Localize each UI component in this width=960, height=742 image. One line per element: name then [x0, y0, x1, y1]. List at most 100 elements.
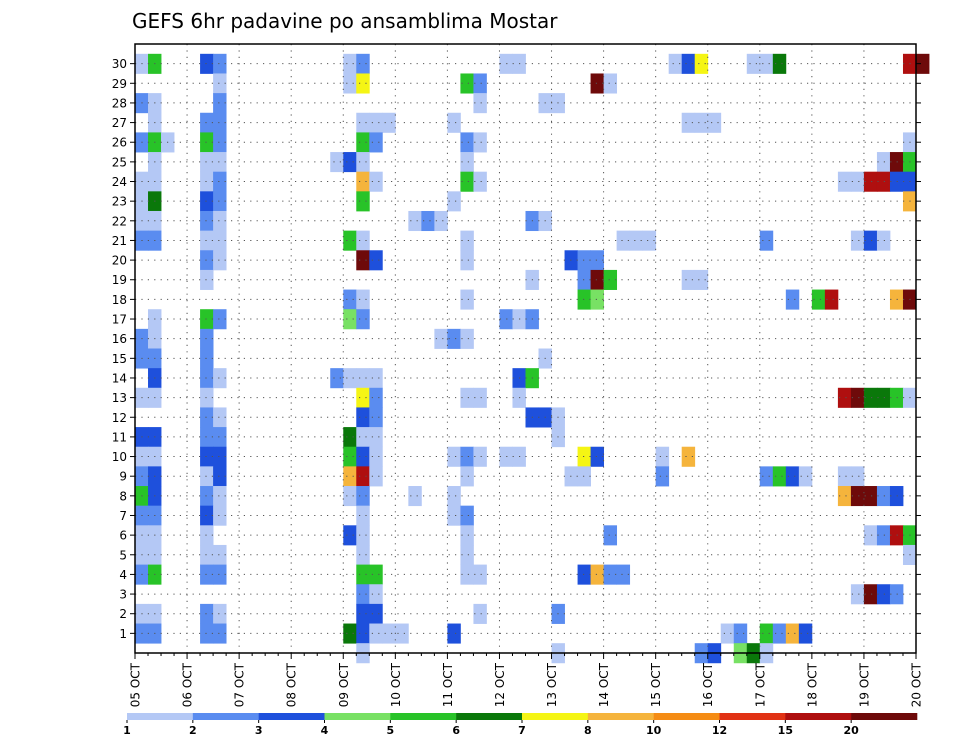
legend-label: 10 — [646, 724, 662, 737]
heatmap-cell — [356, 171, 370, 192]
legend-label: 7 — [518, 724, 526, 737]
legend-swatch — [192, 713, 259, 720]
y-tick-label: 24 — [112, 175, 127, 189]
x-tick-label: 12 OCT — [493, 662, 507, 707]
heatmap-cell — [356, 466, 370, 487]
heatmap-cell — [213, 230, 227, 251]
legend-swatch — [851, 713, 918, 720]
y-tick-label: 13 — [112, 391, 127, 405]
heatmap-cell — [603, 525, 618, 546]
heatmap-cell — [200, 407, 214, 428]
heatmap-cell — [577, 466, 591, 487]
heatmap-cell — [681, 112, 696, 133]
heatmap-cell — [200, 328, 214, 349]
heatmap-cell — [200, 603, 214, 624]
heatmap-cell — [473, 93, 487, 114]
heatmap-cell — [356, 387, 370, 408]
heatmap-cell — [577, 564, 591, 585]
heatmap-cell — [213, 210, 227, 232]
heatmap-cell — [369, 171, 383, 192]
heatmap-cell — [876, 230, 891, 251]
heatmap-cell — [863, 584, 878, 605]
heatmap-cell — [200, 309, 214, 330]
y-tick-label: 21 — [112, 234, 127, 248]
heatmap-cell — [213, 93, 227, 114]
heatmap-cell — [213, 466, 227, 487]
heatmap-cell — [447, 328, 461, 349]
heatmap-cell — [382, 112, 396, 133]
heatmap-cell — [200, 623, 214, 644]
heatmap-cell — [343, 427, 357, 448]
heatmap-cell — [473, 171, 487, 192]
heatmap-cell — [447, 623, 461, 644]
y-tick-label: 19 — [112, 273, 127, 287]
legend-swatch — [324, 713, 391, 720]
heatmap-cell — [577, 269, 591, 290]
y-tick-label: 18 — [112, 293, 127, 307]
heatmap-cell — [863, 525, 878, 546]
heatmap-cell — [356, 250, 370, 271]
legend-label: 8 — [584, 724, 592, 737]
heatmap-cell — [369, 427, 383, 448]
x-tick-label: 17 OCT — [753, 662, 767, 707]
heatmap-cell — [213, 309, 227, 330]
heatmap-cell — [694, 53, 709, 74]
heatmap-cell — [460, 525, 474, 546]
heatmap-cell — [408, 210, 422, 232]
heatmap-cell — [343, 152, 357, 173]
legend-label: 15 — [778, 724, 793, 737]
y-tick-label: 2 — [119, 607, 127, 621]
heatmap-cell — [447, 446, 461, 467]
heatmap-cell — [850, 387, 865, 408]
legend-label: 1 — [123, 724, 131, 737]
heatmap-cell — [759, 230, 774, 251]
heatmap-cell — [200, 368, 214, 389]
heatmap-cell — [200, 269, 214, 290]
y-tick-label: 26 — [112, 136, 127, 150]
legend-label: 4 — [321, 724, 329, 737]
heatmap-cell — [356, 53, 370, 74]
heatmap-cell — [356, 505, 370, 526]
heatmap-cell — [473, 446, 487, 467]
heatmap-cell — [356, 446, 370, 467]
legend-label: 20 — [844, 724, 860, 737]
heatmap-cell — [577, 250, 591, 271]
legend-swatch — [587, 713, 654, 720]
x-tick-label: 06 OCT — [181, 662, 195, 707]
heatmap-cell — [603, 564, 618, 585]
y-tick-label: 14 — [112, 371, 127, 385]
heatmap-cell — [590, 73, 604, 94]
heatmap-cell — [460, 564, 474, 585]
heatmap-cell — [213, 112, 227, 133]
heatmap-cell — [200, 152, 214, 173]
heatmap-cell — [460, 387, 474, 408]
heatmap-cell — [590, 446, 604, 467]
heatmap-cell — [837, 466, 852, 487]
heatmap-cell — [369, 466, 383, 487]
heatmap-cell — [200, 525, 214, 546]
heatmap-cell — [213, 486, 227, 507]
heatmap-cell — [213, 53, 227, 74]
heatmap-cell — [200, 132, 214, 153]
heatmap-cell — [369, 603, 383, 624]
heatmap-cell — [863, 171, 878, 192]
heatmap-cell — [499, 309, 513, 330]
heatmap-cell — [356, 544, 370, 565]
legend-label: 12 — [712, 724, 727, 737]
heatmap-cell — [356, 230, 370, 251]
heatmap-cell — [213, 250, 227, 271]
axis-ticks: 1234567891011121314151617181920212223242… — [112, 57, 924, 707]
y-tick-label: 4 — [119, 568, 127, 582]
heatmap-cell — [577, 289, 591, 310]
heatmap-cell — [408, 486, 422, 507]
heatmap-cell — [213, 407, 227, 428]
heatmap-cell — [343, 368, 357, 389]
legend-swatch — [719, 713, 786, 720]
heatmap-cell — [369, 368, 383, 389]
heatmap-cell — [356, 623, 370, 644]
heatmap-cell — [343, 466, 357, 487]
heatmap-cell — [590, 289, 604, 310]
heatmap-cell — [916, 53, 930, 74]
heatmap-cell — [200, 505, 214, 526]
